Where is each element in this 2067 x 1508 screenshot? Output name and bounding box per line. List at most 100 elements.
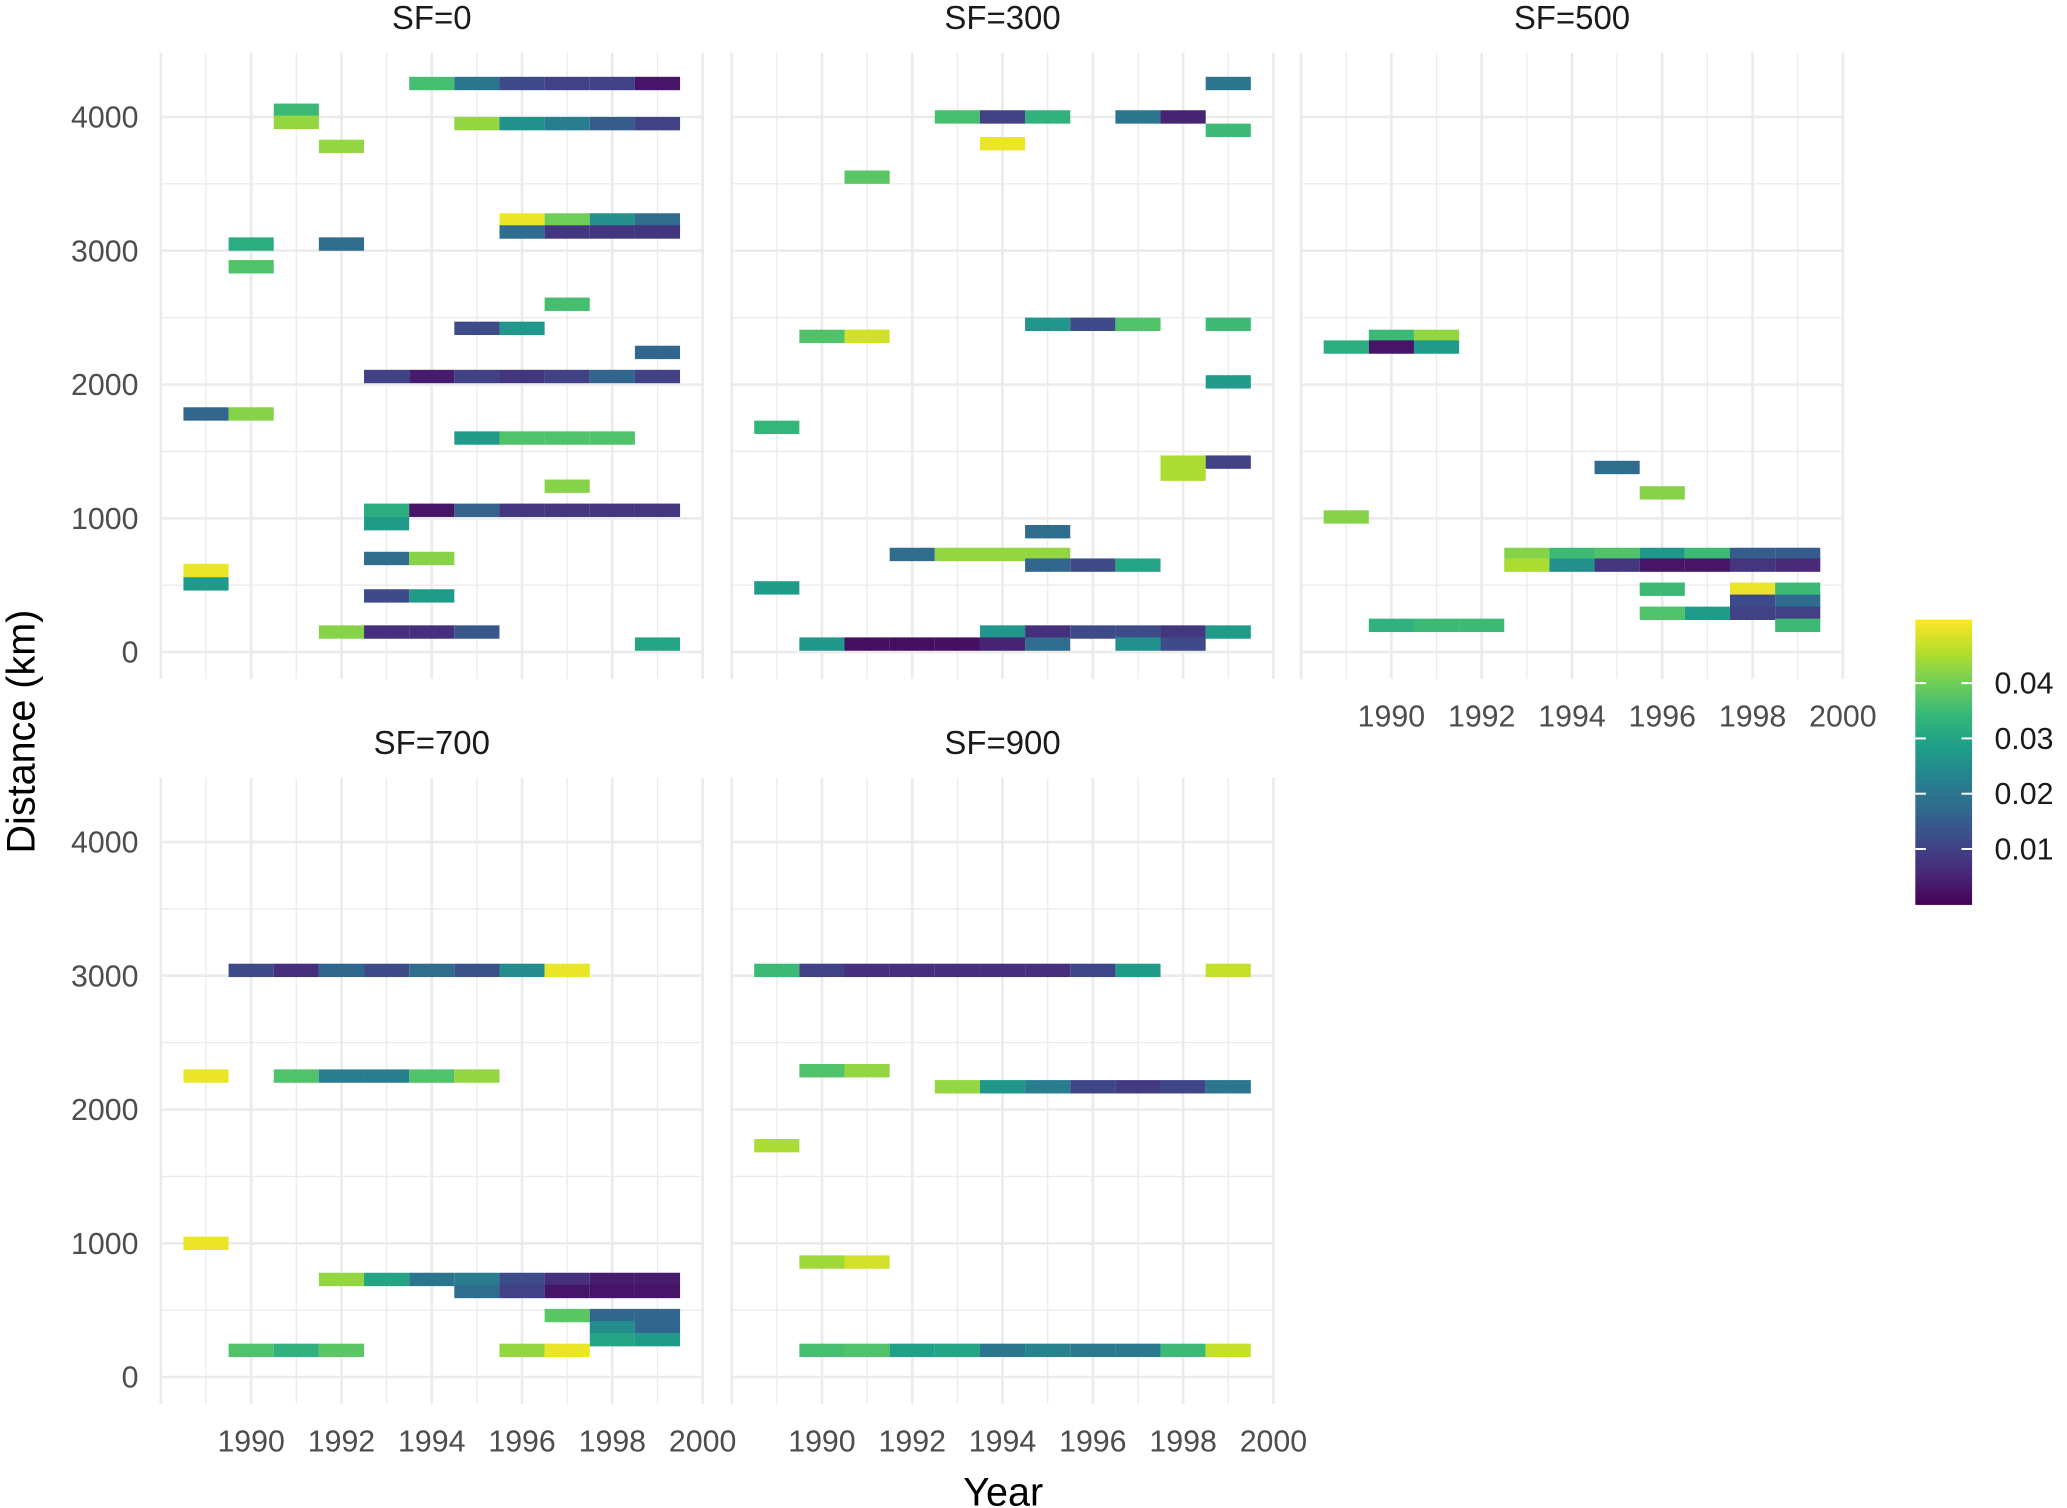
heatmap-tile [844,329,890,344]
heatmap-tile [1160,625,1206,639]
legend-color-step [1915,727,1973,730]
heatmap-tile [979,637,1026,651]
heatmap-tile [1639,486,1685,500]
legend-color-step [1915,862,1973,865]
legend-color-step [1915,848,1973,851]
legend-color-step [1915,689,1973,692]
legend-color-step [1915,830,1973,833]
heatmap-tile [544,1284,590,1299]
heatmap-tile [183,563,229,578]
legend-color-step [1915,814,1973,817]
heatmap-tile [183,577,229,591]
legend-color-step [1915,718,1973,721]
heatmap-tile [634,1332,681,1347]
heatmap-tile [589,1308,635,1323]
legend-color-step [1915,676,1973,679]
heatmap-tile [1413,618,1460,633]
heatmap-tile [454,625,500,639]
heatmap-tile [979,1343,1026,1358]
heatmap-tile [1729,606,1776,620]
panel-sf-900: SF=900 1990 1992 1994 1996 1998 2000 [730,724,1307,1458]
heatmap-tile [1729,594,1776,608]
legend-color-step [1915,871,1973,874]
legend-color-step [1915,657,1973,660]
heatmap-tile [754,963,800,978]
heatmap-tile [499,225,545,239]
heatmap-tile [1459,618,1505,633]
heatmap-tile [979,547,1026,562]
legend-color-step [1915,713,1973,716]
heatmap-tile [1115,637,1161,651]
x-tick-label: 1994 [398,1425,465,1458]
x-axis-title: Year [963,1470,1043,1508]
legend-color-step [1915,635,1973,638]
heatmap-tile [409,76,455,91]
heatmap-tile [409,589,455,603]
heatmap-tile [1594,460,1640,475]
legend-color-step [1915,688,1973,691]
legend-color-step [1915,667,1973,669]
legend-tick-label: 0.01 [1994,834,2053,867]
heatmap-tile [1594,558,1640,572]
legend-color-step [1915,780,1973,783]
legend-color-step [1915,785,1973,788]
legend-color-step [1915,628,1973,631]
legend-color-step [1915,768,1973,771]
legend-color-step [1915,900,1973,903]
legend-color-step [1915,880,1973,883]
legend-color-step [1915,835,1973,838]
legend-color-step [1915,725,1973,727]
legend-color-step [1915,660,1973,663]
heatmap-tile [544,213,590,227]
legend-color-step [1915,818,1973,821]
legend-color-step [1915,732,1973,735]
heatmap-tile [1070,1343,1116,1358]
legend-color-step [1915,746,1973,749]
heatmap-tile [589,1332,635,1347]
heatmap-tile [1025,547,1071,562]
legend-color-step [1915,897,1973,900]
legend-color-step [1915,821,1973,824]
heatmap-tile [364,1272,410,1287]
legend-color-step [1915,630,1973,633]
heatmap-tile [1115,625,1161,639]
heatmap-tile [544,963,590,978]
heatmap-tile [499,963,545,978]
heatmap-tile [1025,1343,1071,1358]
legend-color-step [1915,760,1973,763]
legend-color-step [1915,771,1973,774]
legend-color-step [1915,809,1973,812]
heatmap-tile [544,225,590,239]
legend-color-step [1915,776,1973,779]
legend-color-step [1915,664,1973,667]
heatmap-tile [889,1343,935,1358]
heatmap-tile [544,1272,590,1287]
heatmap-tile [934,963,980,978]
heatmap-tile [844,1343,890,1358]
legend-color-step [1915,884,1973,887]
heatmap-tile [1205,1343,1251,1358]
legend-color-step [1915,755,1973,758]
legend-color-step [1915,705,1973,708]
heatmap-tile [1115,963,1161,978]
legend-color-step [1915,674,1973,677]
legend-color-step [1915,636,1973,639]
heatmap-tile [1070,625,1116,639]
heatmap-tile [364,589,410,603]
legend-color-step [1915,833,1973,836]
legend-color-step [1915,773,1973,776]
x-tick-label: 1994 [1538,700,1605,733]
legend-color-step [1915,812,1973,814]
y-tick-label: 1000 [71,503,138,536]
legend-color-step [1915,877,1973,880]
heatmap-tile [1368,329,1414,344]
legend-color-step [1915,790,1973,793]
legend-color-step [1915,682,1973,685]
x-tick-label: 1990 [788,1425,855,1458]
heatmap-tile [1504,558,1550,572]
heatmap-tile [634,637,681,651]
legend-color-step [1915,834,1973,837]
legend-color-step [1915,723,1973,726]
legend-color-step [1915,806,1973,809]
heatmap-tile [318,1272,365,1287]
